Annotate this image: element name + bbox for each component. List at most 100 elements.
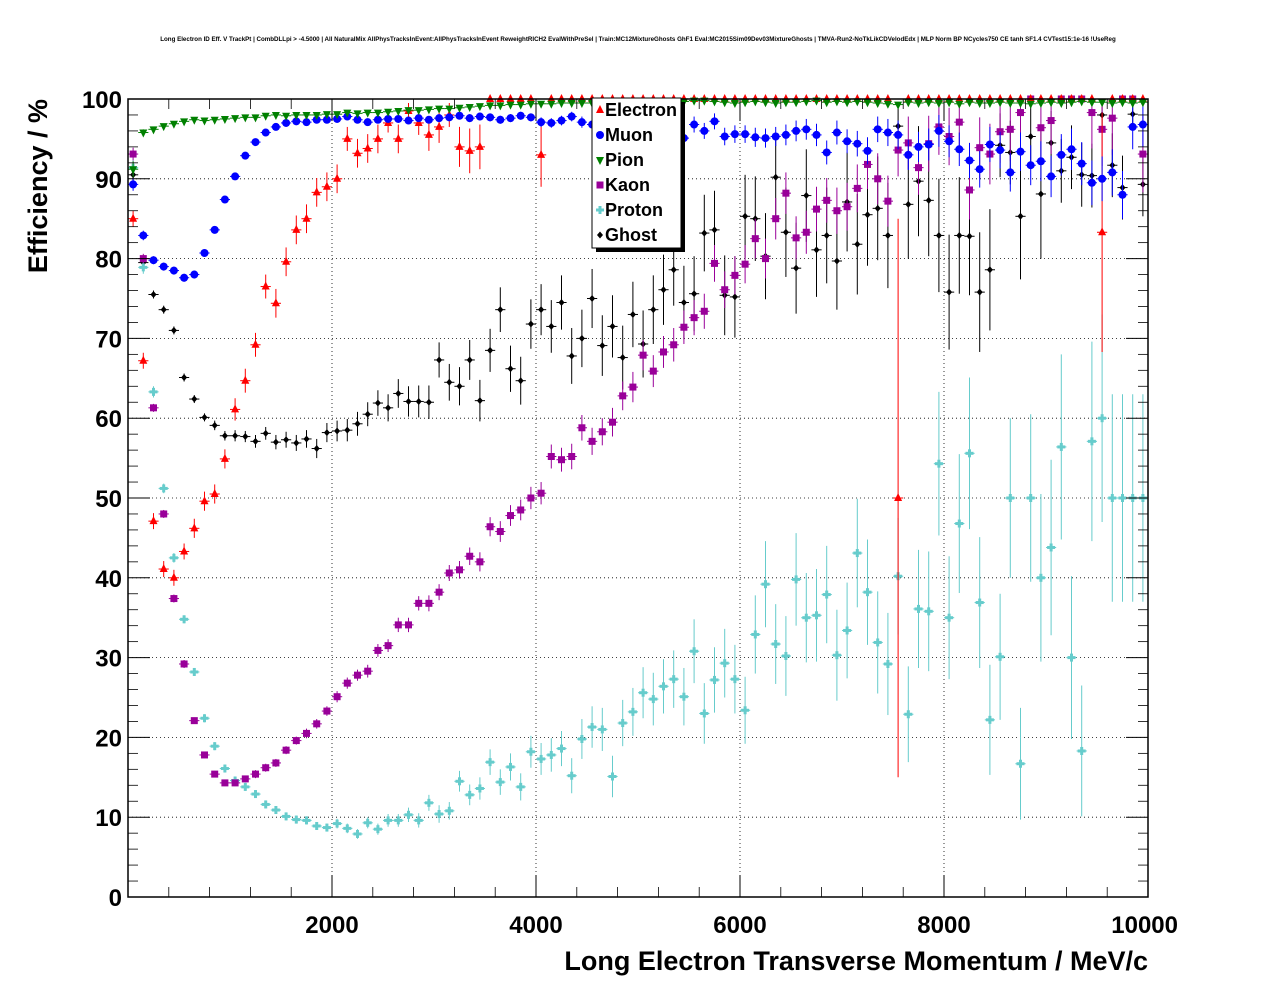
marker <box>975 165 984 174</box>
legend-entry-pion: Pion <box>596 150 644 170</box>
data-point <box>689 300 700 336</box>
data-point <box>291 434 302 451</box>
data-point <box>546 738 557 772</box>
data-point <box>281 118 292 127</box>
data-point <box>464 128 475 174</box>
marker <box>169 572 178 581</box>
data-point <box>250 434 261 448</box>
marker <box>853 184 861 192</box>
data-point <box>311 178 322 207</box>
marker <box>475 112 484 121</box>
y-tick-label: 70 <box>95 326 122 353</box>
marker <box>822 590 831 599</box>
marker <box>241 775 249 783</box>
legend-marker <box>596 181 604 189</box>
marker <box>354 420 361 428</box>
data-point <box>760 99 771 108</box>
data-point <box>515 356 526 405</box>
marker <box>547 453 555 461</box>
marker <box>884 197 892 205</box>
data-point <box>791 120 802 142</box>
data-point <box>291 117 302 126</box>
data-point <box>474 552 485 572</box>
data-point <box>158 305 169 314</box>
data-point <box>770 197 781 240</box>
marker <box>1017 109 1024 117</box>
marker <box>589 295 596 302</box>
data-point <box>332 420 343 442</box>
y-tick-label: 40 <box>95 566 122 593</box>
data-point <box>1025 145 1036 186</box>
x-axis-label: Long Electron Transverse Momentum / MeV/… <box>564 946 1148 976</box>
marker <box>905 200 912 208</box>
marker <box>231 115 240 124</box>
marker <box>170 595 178 603</box>
data-point <box>260 112 271 121</box>
marker <box>1077 746 1086 755</box>
data-point <box>515 101 526 110</box>
data-point <box>760 128 771 148</box>
marker-bar <box>274 806 278 815</box>
data-point <box>301 728 312 739</box>
data-point <box>485 749 496 775</box>
marker <box>833 257 840 265</box>
data-point <box>617 325 628 390</box>
legend-label: Pion <box>605 150 644 170</box>
marker <box>1047 172 1056 181</box>
marker <box>771 640 780 649</box>
data-point <box>485 328 496 372</box>
marker <box>251 114 260 123</box>
marker-bar <box>162 484 166 493</box>
data-point <box>209 742 220 751</box>
marker <box>323 707 331 715</box>
data-point <box>1035 494 1046 662</box>
marker <box>1139 150 1147 158</box>
data-point <box>1137 99 1148 108</box>
data-point <box>556 99 567 108</box>
data-point <box>536 482 547 505</box>
marker <box>363 109 372 118</box>
marker-bar <box>947 613 951 622</box>
data-point <box>617 381 628 411</box>
marker <box>730 675 739 684</box>
marker <box>344 426 351 434</box>
data-point <box>821 178 832 223</box>
data-point <box>148 386 159 398</box>
marker <box>343 824 352 833</box>
data-point <box>821 545 832 644</box>
data-point <box>760 238 771 279</box>
marker <box>373 115 382 124</box>
marker <box>782 228 789 236</box>
data-point <box>842 582 853 679</box>
marker <box>711 259 718 267</box>
data-point <box>250 114 261 123</box>
marker <box>353 148 362 157</box>
ticks <box>128 98 1149 898</box>
data-point <box>1097 112 1108 352</box>
data-point <box>179 659 190 668</box>
marker <box>771 99 780 108</box>
data-point <box>648 672 659 726</box>
data-point <box>607 407 618 437</box>
data-point <box>1046 99 1057 155</box>
data-point <box>791 533 802 626</box>
marker <box>394 816 403 825</box>
marker-bar <box>345 824 349 833</box>
marker <box>537 149 546 158</box>
data-point <box>689 116 700 133</box>
marker <box>904 710 913 719</box>
data-point <box>219 195 230 204</box>
data-point <box>505 345 516 392</box>
marker-bar <box>906 710 910 719</box>
marker <box>475 141 484 150</box>
marker <box>149 126 158 135</box>
marker <box>802 613 811 622</box>
marker <box>424 129 433 138</box>
data-point <box>699 683 710 744</box>
data-point <box>1015 153 1026 280</box>
y-tick-label: 80 <box>95 247 122 274</box>
data-point <box>413 114 424 123</box>
marker <box>813 246 820 254</box>
marker <box>313 445 320 453</box>
marker <box>292 117 301 126</box>
